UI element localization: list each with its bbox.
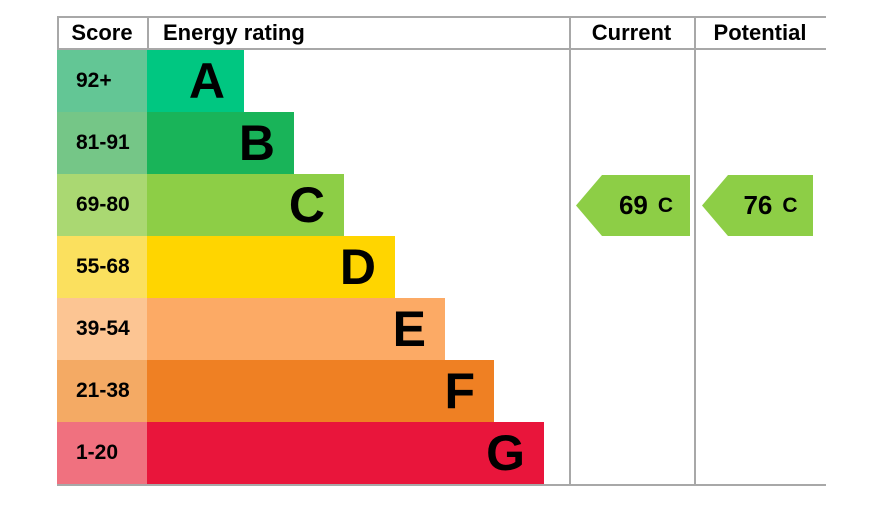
rating-letter-g: G xyxy=(486,425,525,481)
score-column-header: Score xyxy=(71,20,133,45)
potential-rating-arrow-icon: 76 C xyxy=(702,175,813,236)
rating-bar-c: C xyxy=(147,174,344,236)
band-row-c: 69-80 C xyxy=(57,174,344,236)
current-rating-value: 69 xyxy=(618,190,648,220)
band-row-b: 81-91 B xyxy=(57,112,294,174)
current-rating-band: C xyxy=(657,193,674,217)
score-range-a: 92+ xyxy=(57,50,147,112)
band-row-e: 39-54 E xyxy=(57,298,445,360)
potential-column-header: Potential xyxy=(713,20,807,45)
score-range-f: 21-38 xyxy=(57,360,147,422)
score-range-e: 39-54 xyxy=(57,298,147,360)
header-bottom-border xyxy=(57,48,826,50)
rating-bar-b: B xyxy=(147,112,294,174)
score-range-c: 69-80 xyxy=(57,174,147,236)
table-bottom-border xyxy=(57,484,826,486)
score-range-b: 81-91 xyxy=(57,112,147,174)
band-row-d: 55-68 D xyxy=(57,236,395,298)
rating-letter-e: E xyxy=(392,301,426,357)
band-row-g: 1-20 G xyxy=(57,422,544,484)
rating-letter-d: D xyxy=(339,239,376,295)
rating-letter-b: B xyxy=(238,115,275,171)
rating-bar-e: E xyxy=(147,298,445,360)
rating-letter-c: C xyxy=(288,177,325,233)
rating-bar-d: D xyxy=(147,236,395,298)
epc-table: Score Energy rating Current Potential 92… xyxy=(57,16,826,486)
potential-rating-band: C xyxy=(782,193,798,217)
rating-bar-g: G xyxy=(147,422,544,484)
score-range-d: 55-68 xyxy=(57,236,147,298)
table-top-border xyxy=(57,16,826,18)
band-row-f: 21-38 F xyxy=(57,360,494,422)
rating-letter-f: F xyxy=(444,363,475,419)
potential-rating-value: 76 xyxy=(743,190,773,220)
rating-bar-f: F xyxy=(147,360,494,422)
current-rating-arrow-icon: 69 C xyxy=(576,175,690,236)
header-left-border xyxy=(57,16,59,50)
rating-bar-a: A xyxy=(147,50,244,112)
band-row-a: 92+ A xyxy=(57,50,244,112)
current-column-header: Current xyxy=(591,20,672,45)
score-range-g: 1-20 xyxy=(57,422,147,484)
energy-rating-column-header: Energy rating xyxy=(163,20,305,45)
current-column-divider xyxy=(569,16,571,486)
potential-column-divider xyxy=(694,16,696,486)
score-column-divider xyxy=(147,16,149,50)
rating-letter-a: A xyxy=(188,53,225,109)
